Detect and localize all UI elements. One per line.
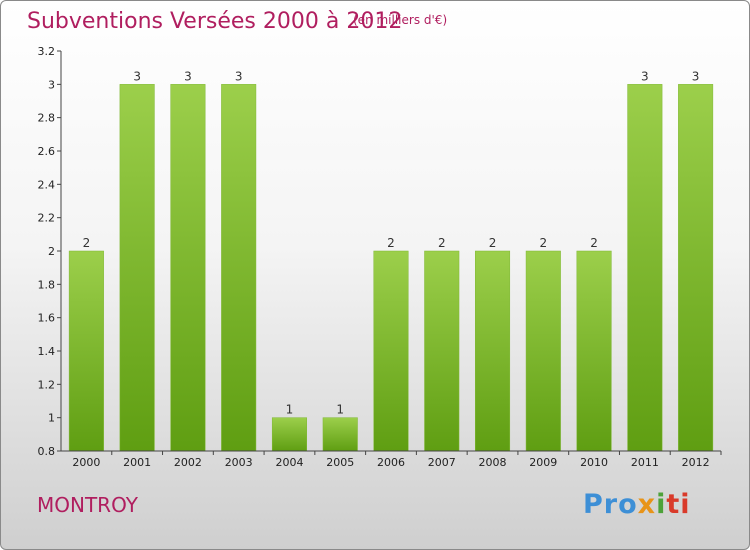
y-tick-label: 0.8 (38, 445, 56, 458)
data-label-2002: 3 (184, 69, 192, 83)
y-tick-label: 2 (48, 245, 55, 258)
bar-2009 (525, 250, 561, 452)
logo-part-2: x (637, 489, 657, 520)
data-label-2012: 3 (692, 69, 700, 83)
y-tick-label: 3 (48, 78, 55, 91)
chart-subtitle: (en milliers d'€) (353, 13, 448, 27)
bar-2010 (576, 250, 612, 452)
y-tick-label: 2.2 (38, 212, 56, 225)
chart-title: Subventions Versées 2000 à 2012 (27, 9, 403, 34)
x-tick-label-2005: 2005 (326, 456, 354, 469)
x-tick-label-2012: 2012 (682, 456, 710, 469)
data-label-2003: 3 (235, 69, 243, 83)
y-tick-label: 1 (48, 412, 55, 425)
x-tick-label-2006: 2006 (377, 456, 405, 469)
y-tick-label: 2.6 (38, 145, 56, 158)
logo-part-1: Pro (583, 489, 638, 520)
y-tick-label: 1.8 (38, 278, 56, 291)
data-label-2006: 2 (387, 236, 395, 250)
commune-name: MONTROY (37, 493, 138, 517)
data-label-2001: 3 (133, 69, 141, 83)
data-label-2011: 3 (641, 69, 649, 83)
bar-2012 (678, 84, 714, 452)
bar-2001 (119, 84, 155, 452)
bar-2004 (271, 417, 307, 452)
data-label-2010: 2 (590, 236, 598, 250)
bar-2000 (68, 250, 104, 452)
bar-2007 (424, 250, 460, 452)
y-tick-label: 3.2 (38, 45, 56, 58)
bar-2005 (322, 417, 358, 452)
x-tick-label-2003: 2003 (225, 456, 253, 469)
x-tick-label-2008: 2008 (479, 456, 507, 469)
x-tick-label-2004: 2004 (275, 456, 303, 469)
data-label-2009: 2 (539, 236, 547, 250)
data-label-2007: 2 (438, 236, 446, 250)
x-tick-label-2010: 2010 (580, 456, 608, 469)
x-tick-label-2001: 2001 (123, 456, 151, 469)
y-tick-label: 1.4 (38, 345, 56, 358)
bar-2003 (221, 84, 257, 452)
bar-2008 (475, 250, 511, 452)
logo-part-3: i (656, 489, 667, 520)
y-tick-label: 1.2 (38, 378, 56, 391)
y-tick-label: 2.8 (38, 112, 56, 125)
bar-2011 (627, 84, 663, 452)
y-tick-label: 2.4 (38, 178, 56, 191)
x-tick-label-2009: 2009 (529, 456, 557, 469)
y-tick-label: 1.6 (38, 312, 56, 325)
x-tick-label-2011: 2011 (631, 456, 659, 469)
data-label-2004: 1 (286, 403, 294, 417)
proxiti-logo: Proxiti (583, 489, 691, 520)
bar-2002 (170, 84, 206, 452)
data-label-2005: 1 (336, 403, 344, 417)
x-tick-label-2002: 2002 (174, 456, 202, 469)
logo-part-4: ti (666, 489, 691, 520)
data-label-2000: 2 (83, 236, 91, 250)
data-label-2008: 2 (489, 236, 497, 250)
bar-2006 (373, 250, 409, 452)
x-tick-label-2000: 2000 (72, 456, 100, 469)
x-tick-label-2007: 2007 (428, 456, 456, 469)
